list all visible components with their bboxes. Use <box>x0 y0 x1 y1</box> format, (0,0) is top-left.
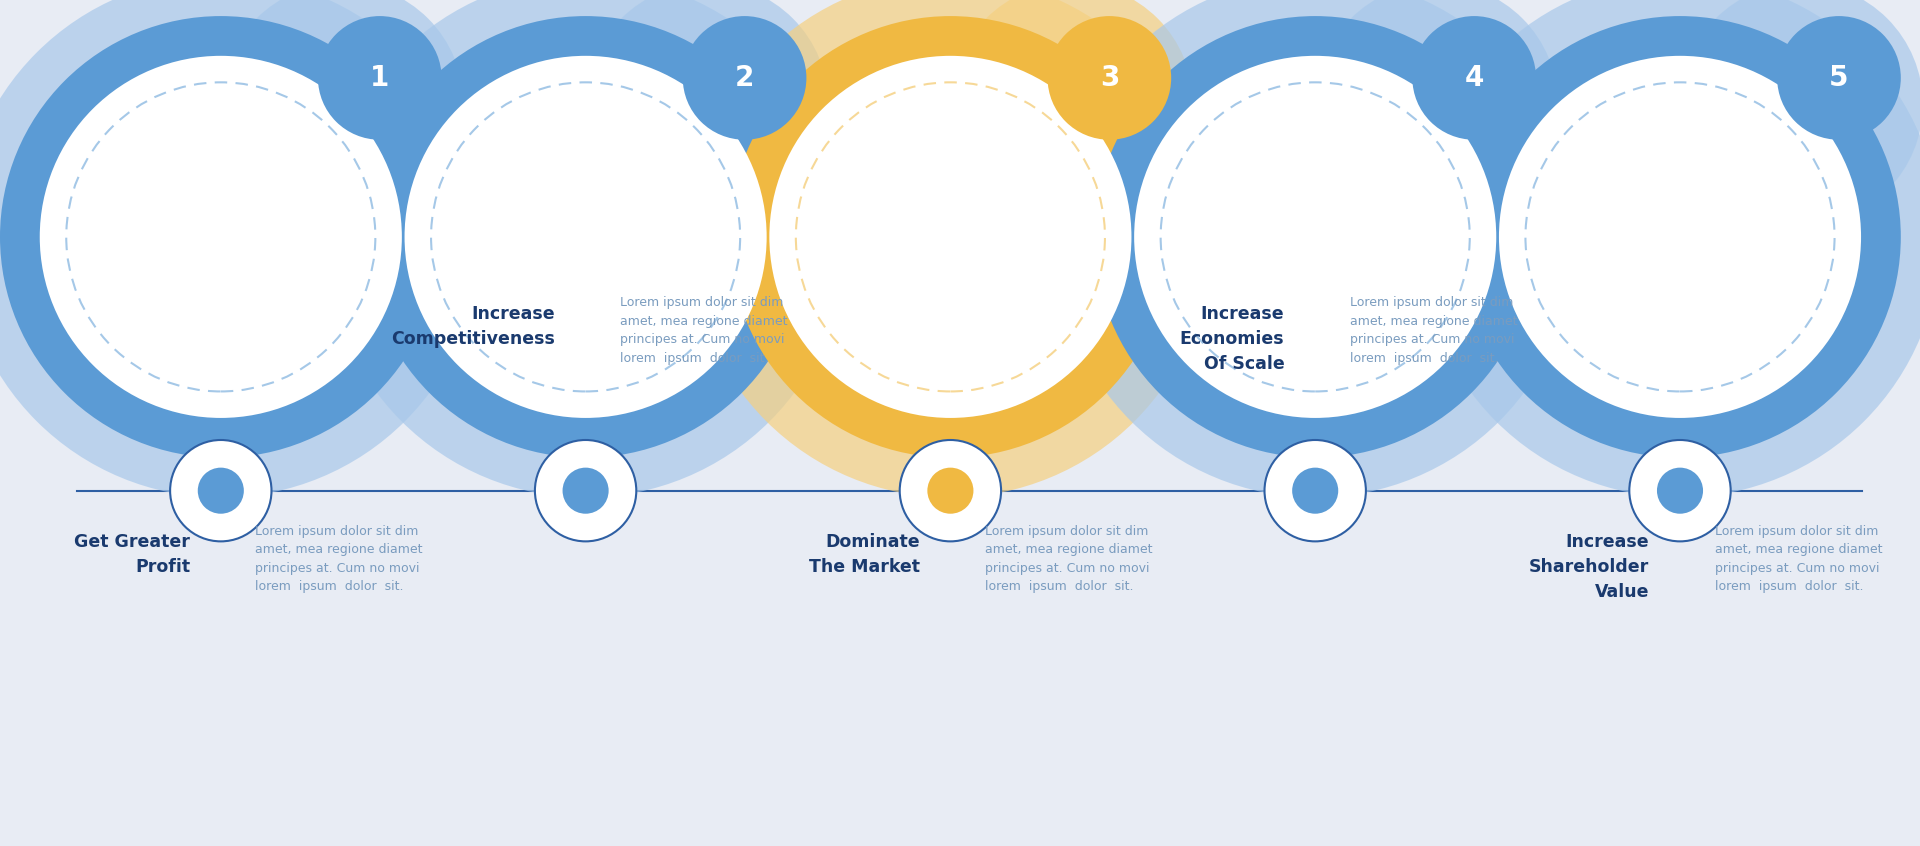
Ellipse shape <box>198 468 244 514</box>
Ellipse shape <box>221 0 465 226</box>
Text: Lorem ipsum dolor sit dim
amet, mea regione diamet
principes at. Cum no movi
lor: Lorem ipsum dolor sit dim amet, mea regi… <box>620 296 787 365</box>
Ellipse shape <box>1657 468 1703 514</box>
Ellipse shape <box>40 56 401 418</box>
Text: 3: 3 <box>1100 64 1119 92</box>
Ellipse shape <box>770 56 1131 418</box>
Ellipse shape <box>1459 16 1901 458</box>
Ellipse shape <box>1054 0 1576 497</box>
Text: Lorem ipsum dolor sit dim
amet, mea regione diamet
principes at. Cum no movi
lor: Lorem ipsum dolor sit dim amet, mea regi… <box>1350 296 1517 365</box>
Ellipse shape <box>1315 0 1559 226</box>
Ellipse shape <box>1778 16 1901 140</box>
Ellipse shape <box>1048 16 1171 140</box>
Ellipse shape <box>684 16 806 140</box>
Text: Increase
Competitiveness: Increase Competitiveness <box>392 305 555 348</box>
Text: Lorem ipsum dolor sit dim
amet, mea regione diamet
principes at. Cum no movi
lor: Lorem ipsum dolor sit dim amet, mea regi… <box>1715 525 1882 593</box>
Ellipse shape <box>586 0 829 226</box>
Ellipse shape <box>689 0 1212 497</box>
Ellipse shape <box>536 440 636 541</box>
Ellipse shape <box>1419 0 1920 497</box>
Ellipse shape <box>1292 468 1338 514</box>
Ellipse shape <box>0 0 482 497</box>
Ellipse shape <box>563 468 609 514</box>
Ellipse shape <box>0 16 442 458</box>
Text: Increase
Shareholder
Value: Increase Shareholder Value <box>1528 533 1649 601</box>
Text: Dominate
The Market: Dominate The Market <box>808 533 920 576</box>
Ellipse shape <box>927 468 973 514</box>
Ellipse shape <box>1413 16 1536 140</box>
Ellipse shape <box>950 0 1194 226</box>
Text: Increase
Economies
Of Scale: Increase Economies Of Scale <box>1181 305 1284 372</box>
Text: 4: 4 <box>1465 64 1484 92</box>
Text: Lorem ipsum dolor sit dim
amet, mea regione diamet
principes at. Cum no movi
lor: Lorem ipsum dolor sit dim amet, mea regi… <box>985 525 1152 593</box>
Ellipse shape <box>1680 0 1920 226</box>
Text: 1: 1 <box>371 64 390 92</box>
Ellipse shape <box>1094 16 1536 458</box>
Text: 2: 2 <box>735 64 755 92</box>
Ellipse shape <box>319 16 442 140</box>
Ellipse shape <box>1630 440 1730 541</box>
Text: 5: 5 <box>1830 64 1849 92</box>
Ellipse shape <box>405 56 766 418</box>
Ellipse shape <box>171 440 271 541</box>
Text: Get Greater
Profit: Get Greater Profit <box>75 533 190 576</box>
Ellipse shape <box>900 440 1000 541</box>
Text: Lorem ipsum dolor sit dim
amet, mea regione diamet
principes at. Cum no movi
lor: Lorem ipsum dolor sit dim amet, mea regi… <box>255 525 422 593</box>
Ellipse shape <box>365 16 806 458</box>
Ellipse shape <box>324 0 847 497</box>
Ellipse shape <box>1500 56 1860 418</box>
Ellipse shape <box>1265 440 1365 541</box>
Ellipse shape <box>1135 56 1496 418</box>
Ellipse shape <box>730 16 1171 458</box>
